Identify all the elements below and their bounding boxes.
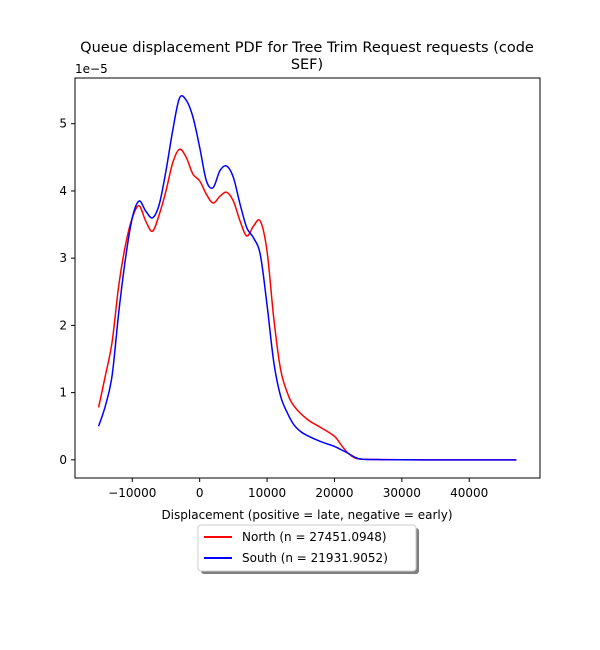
y-tick-label: 3: [59, 251, 67, 265]
plot-frame: [74, 77, 541, 479]
x-axis-label: Displacement (positive = late, negative …: [161, 508, 452, 522]
x-tick-label: 40000: [450, 486, 488, 500]
y-tick-label: 0: [59, 453, 67, 467]
legend-label-north: North (n = 27451.0948): [242, 530, 387, 544]
legend-label-south: South (n = 21931.9052): [242, 551, 388, 565]
chart-title-line2: SEF): [291, 57, 323, 73]
y-tick-label: 2: [59, 318, 67, 332]
chart-title-line1: Queue displacement PDF for Tree Trim Req…: [80, 40, 534, 56]
x-tick-label: 0: [196, 486, 204, 500]
y-tick-label: 4: [59, 184, 67, 198]
legend-box: [197, 524, 417, 572]
y-scale-label: 1e−5: [75, 62, 108, 76]
y-tick-label: 1: [59, 386, 67, 400]
x-tick-label: −10000: [108, 486, 156, 500]
x-axis: −10000 0 10000 20000 30000 40000: [108, 478, 488, 500]
x-tick-label: 20000: [315, 486, 353, 500]
series-line-south: [97, 95, 517, 461]
x-tick-label: 10000: [248, 486, 286, 500]
legend: North (n = 27451.0948) South (n = 21931.…: [197, 524, 419, 574]
y-tick-label: 5: [59, 117, 67, 131]
x-tick-label: 30000: [383, 486, 421, 500]
plot-lines: [97, 95, 517, 461]
y-axis: 0 1 2 3 4 5: [59, 117, 75, 467]
